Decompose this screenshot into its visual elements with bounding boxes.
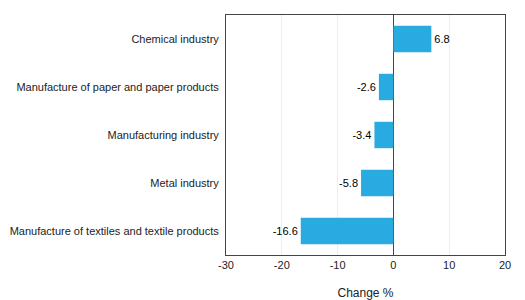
svg-text:20: 20 bbox=[499, 259, 511, 271]
svg-text:-5.8: -5.8 bbox=[339, 177, 358, 189]
svg-text:-2.6: -2.6 bbox=[357, 81, 376, 93]
svg-text:0: 0 bbox=[390, 259, 396, 271]
svg-text:-10: -10 bbox=[330, 259, 346, 271]
svg-text:Chemical industry: Chemical industry bbox=[131, 33, 219, 45]
svg-text:-3.4: -3.4 bbox=[352, 129, 371, 141]
svg-text:10: 10 bbox=[443, 259, 455, 271]
svg-text:Manufacture of textiles and te: Manufacture of textiles and textile prod… bbox=[10, 225, 220, 237]
svg-text:Change %: Change % bbox=[337, 286, 393, 300]
svg-text:6.8: 6.8 bbox=[434, 33, 449, 45]
svg-text:Manufacture of paper and paper: Manufacture of paper and paper products bbox=[16, 81, 219, 93]
svg-text:-30: -30 bbox=[218, 259, 234, 271]
svg-text:Manufacturing industry: Manufacturing industry bbox=[108, 129, 220, 141]
svg-text:-16.6: -16.6 bbox=[273, 225, 298, 237]
svg-text:-20: -20 bbox=[274, 259, 290, 271]
svg-text:Metal industry: Metal industry bbox=[150, 177, 219, 189]
